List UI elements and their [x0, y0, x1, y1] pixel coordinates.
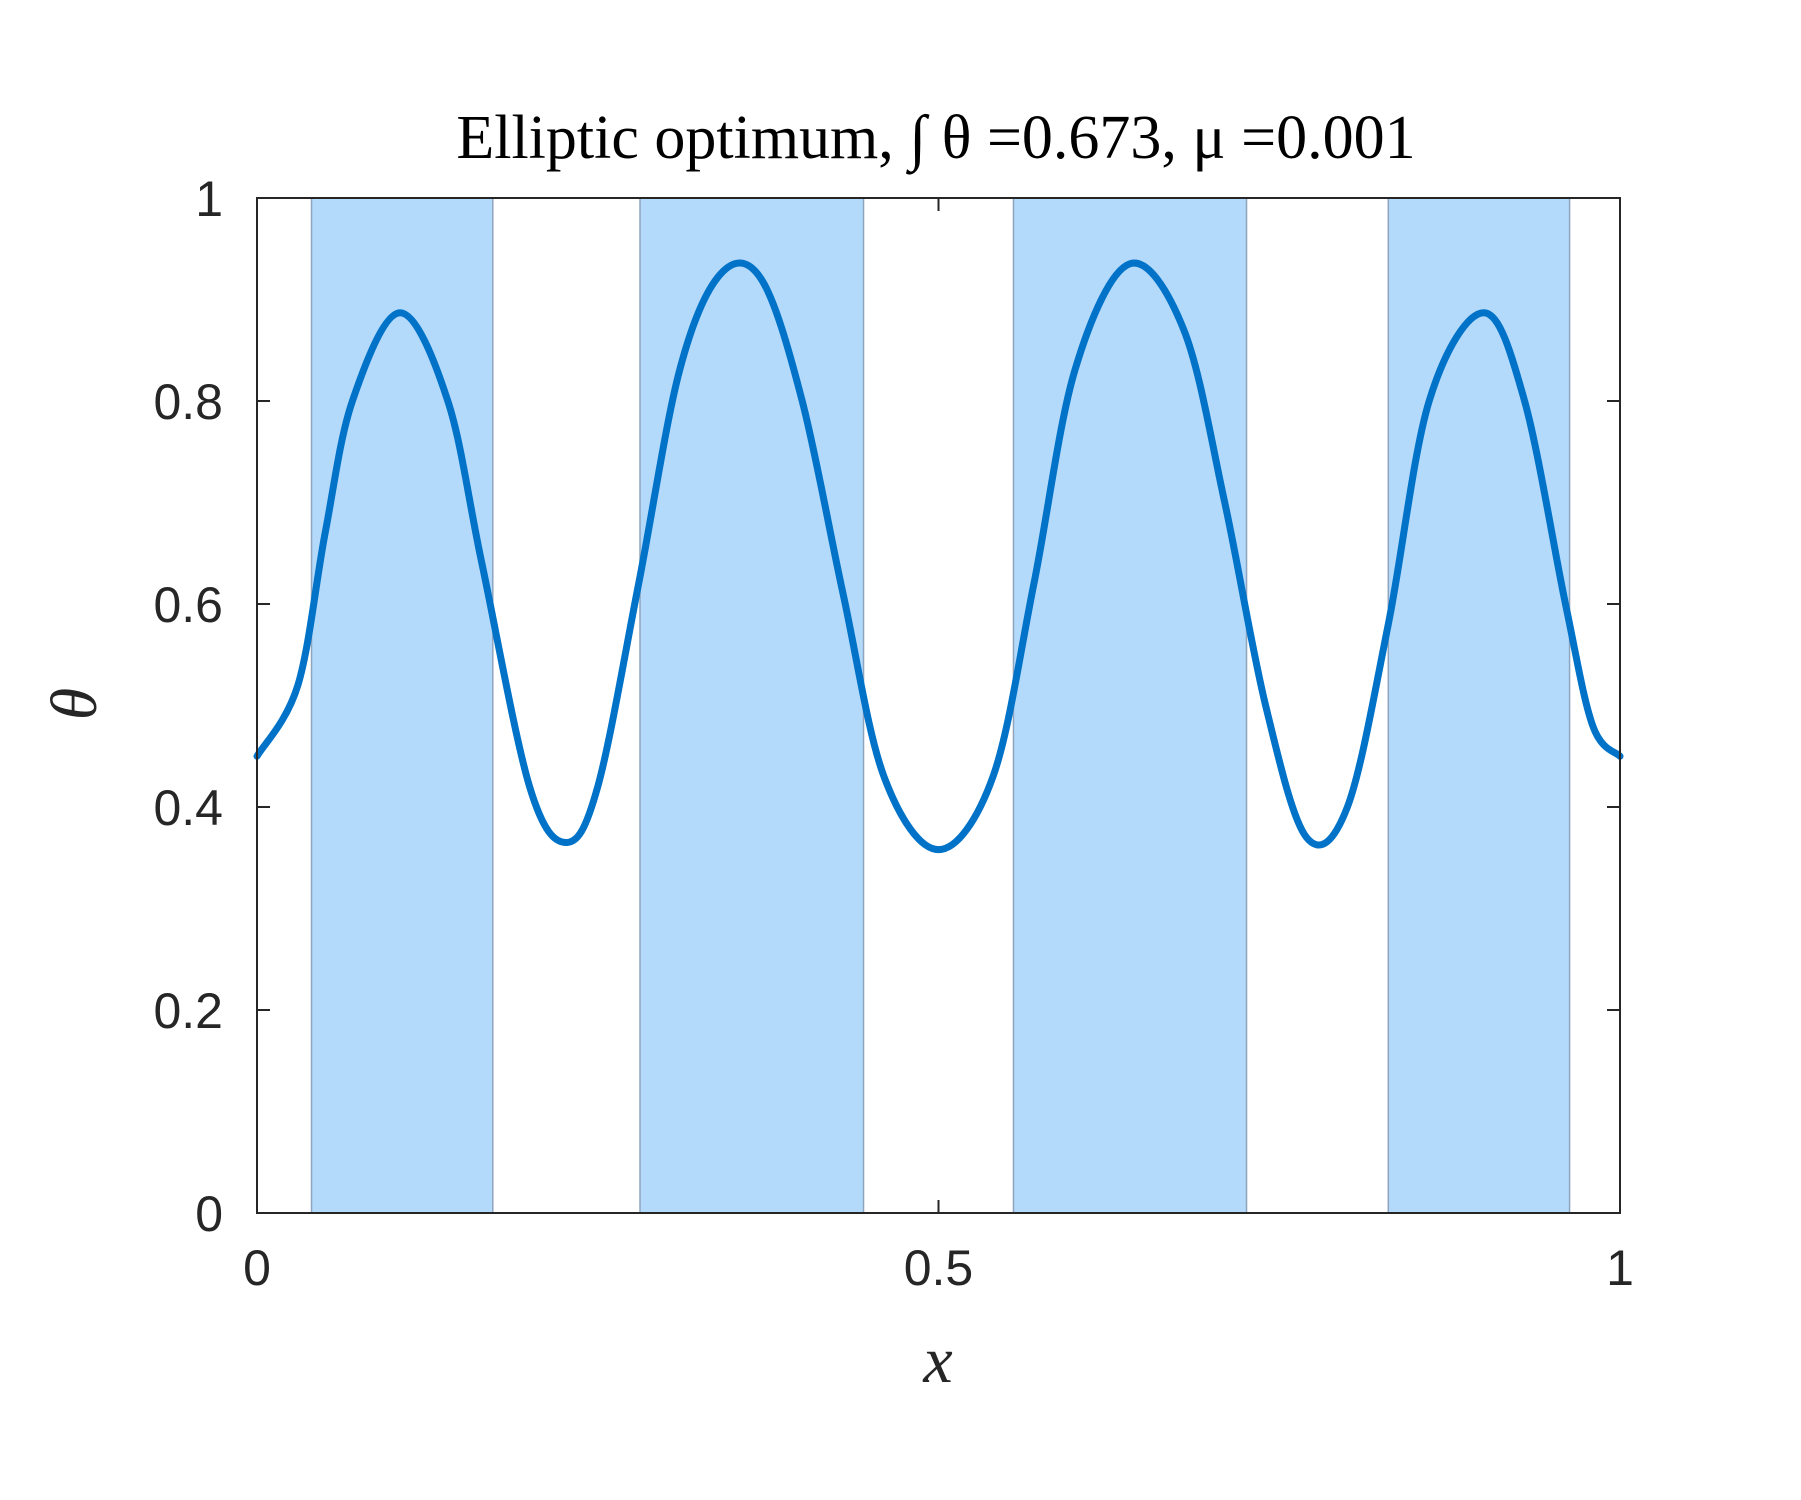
y-tick-label: 0.2 — [153, 983, 223, 1039]
shaded-regions — [310, 197, 1571, 1214]
y-axis-label: θ — [38, 688, 111, 720]
y-tick-label: 0.6 — [153, 577, 223, 633]
x-tick-label: 1 — [1606, 1240, 1634, 1296]
shaded-region-3 — [1012, 197, 1248, 1214]
x-tick-label: 0.5 — [904, 1240, 974, 1296]
shaded-region-4 — [1387, 197, 1571, 1214]
x-axis-label: x — [922, 1324, 952, 1397]
shaded-region-2 — [639, 197, 865, 1214]
series-lines — [253, 259, 1624, 854]
y-tick-label: 0 — [195, 1186, 223, 1242]
series-line-1 — [253, 259, 1624, 854]
shaded-region-1 — [310, 197, 494, 1214]
y-tick-label: 0.4 — [153, 780, 223, 836]
axis-ticks: 0 0.5 1 0 0.2 0.4 0.6 0.8 1 — [153, 171, 1633, 1296]
y-tick-label: 1 — [195, 171, 223, 227]
chart-title: Elliptic optimum, ∫ θ =0.673, μ =0.001 — [456, 104, 1415, 175]
x-tick-label: 0 — [243, 1240, 271, 1296]
y-tick-label: 0.8 — [153, 374, 223, 430]
